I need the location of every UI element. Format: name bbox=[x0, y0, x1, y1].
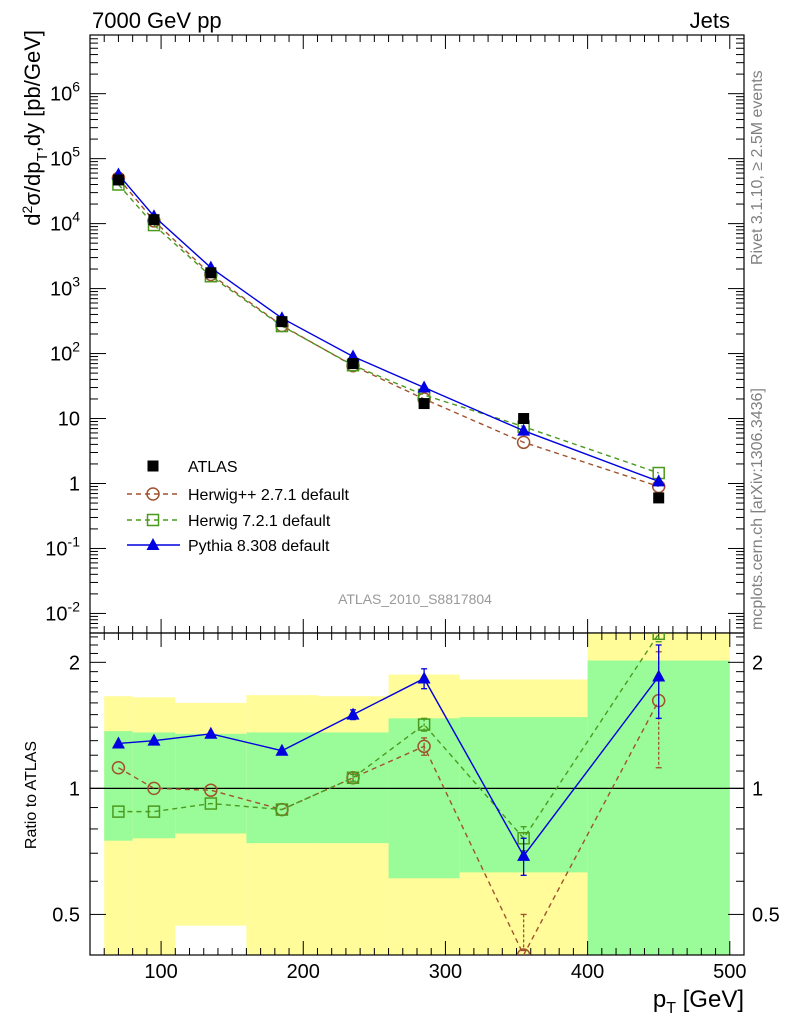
ratio-y-tick-label: 1 bbox=[69, 778, 80, 800]
ratio-data-point bbox=[275, 743, 289, 756]
legend-label: Herwig++ 2.7.1 default bbox=[188, 487, 350, 504]
ratio-series-line bbox=[118, 633, 660, 840]
y-tick-label: 10 bbox=[58, 409, 80, 431]
x-tick-label: 400 bbox=[571, 961, 604, 983]
y-tick-label: 103 bbox=[50, 274, 80, 301]
mcplots-label: mcplots.cern.ch [arXiv:1306.3436] bbox=[749, 388, 766, 630]
y-axis-label: d2σ/dpT,dy [pb/GeV] bbox=[19, 30, 51, 226]
ratio-data-point bbox=[517, 848, 531, 861]
data-point bbox=[347, 358, 359, 370]
ratio-data-point bbox=[516, 948, 531, 955]
x-axis-label: pT [GeV] bbox=[653, 986, 744, 1017]
x-tick-label: 500 bbox=[713, 961, 746, 983]
data-point bbox=[652, 474, 666, 487]
series-atlas bbox=[112, 174, 665, 504]
y-tick-label: 102 bbox=[50, 339, 80, 366]
legend-label: ATLAS bbox=[188, 459, 238, 476]
legend-marker bbox=[146, 513, 160, 527]
ratio-data-point bbox=[417, 671, 431, 684]
ratio-y-axis-label: Ratio to ATLAS bbox=[23, 741, 40, 849]
data-point bbox=[112, 174, 124, 186]
series-pythia-8-308-default bbox=[111, 167, 666, 487]
legend-marker bbox=[146, 487, 160, 501]
y-tick-label: 104 bbox=[50, 209, 80, 236]
data-point bbox=[418, 398, 430, 410]
series-herwig-7-2-1-default bbox=[112, 178, 665, 480]
ratio-data-point bbox=[652, 669, 666, 682]
ratio-data-point bbox=[275, 803, 289, 816]
x-tick-label: 300 bbox=[429, 961, 462, 983]
ratio-y-tick-label-right: 2 bbox=[752, 652, 763, 674]
series-line bbox=[117, 177, 659, 488]
ratio-data-point bbox=[147, 781, 161, 796]
series-line bbox=[117, 184, 659, 474]
ratio-data-point bbox=[112, 805, 125, 818]
data-point bbox=[517, 423, 531, 436]
ratio-data-point bbox=[204, 726, 218, 739]
stat-uncertainty-band bbox=[104, 731, 133, 841]
ratio-data-point bbox=[417, 718, 431, 731]
ratio-y-tick-label: 2 bbox=[69, 652, 80, 674]
stat-uncertainty-band bbox=[132, 732, 176, 839]
legend-marker bbox=[147, 460, 159, 472]
ratio-data-point bbox=[346, 707, 360, 720]
ratio-data-point bbox=[652, 633, 665, 641]
y-tick-label: 10-2 bbox=[45, 598, 80, 625]
legend-marker bbox=[146, 538, 160, 550]
header-left: 7000 GeV pp bbox=[92, 8, 222, 33]
y-tick-label: 10-1 bbox=[45, 533, 80, 560]
data-point bbox=[518, 413, 530, 425]
series-line bbox=[117, 174, 659, 482]
ratio-y-tick-label: 0.5 bbox=[52, 904, 80, 926]
ratio-y-tick-label-right: 1 bbox=[752, 778, 763, 800]
y-tick-label: 106 bbox=[50, 79, 80, 106]
ratio-data-point bbox=[147, 733, 161, 746]
legend-label: Pythia 8.308 default bbox=[188, 538, 330, 555]
data-point bbox=[516, 435, 531, 450]
series-herwig-2-7-1-default bbox=[111, 171, 666, 494]
y-tick-label: 105 bbox=[50, 144, 80, 171]
ratio-data-point bbox=[111, 736, 125, 749]
y-tick-label: 1 bbox=[69, 474, 80, 496]
rivet-label: Rivet 3.1.10, ≥ 2.5M events bbox=[749, 70, 766, 265]
ratio-y-tick-label-right: 0.5 bbox=[752, 904, 780, 926]
data-point bbox=[205, 267, 217, 279]
legend: ATLAS Herwig++ 2.7.1 default Herwig 7.2.1 … bbox=[127, 459, 350, 555]
ratio-plot-panel: 100 200 300 400 500 pT [GeV] 0.5 0.5 1 1 2 2 Ratio t… bbox=[23, 632, 780, 1017]
x-tick-label: 200 bbox=[287, 961, 320, 983]
ratio-series-line bbox=[118, 700, 660, 955]
ratio-data-point bbox=[346, 771, 360, 785]
legend-label: Herwig 7.2.1 default bbox=[188, 513, 331, 530]
data-point bbox=[653, 492, 665, 504]
stat-uncertainty-band bbox=[388, 718, 460, 879]
data-point bbox=[417, 380, 431, 393]
x-tick-label: 100 bbox=[144, 961, 177, 983]
data-point bbox=[148, 214, 160, 226]
ratio-data-point bbox=[204, 783, 218, 797]
data-point bbox=[276, 316, 288, 328]
ratio-series-line bbox=[118, 676, 660, 858]
ratio-data-point bbox=[204, 797, 218, 810]
ratio-data-point bbox=[147, 805, 161, 818]
analysis-label: ATLAS_2010_S8817804 bbox=[338, 591, 492, 607]
ratio-data-point bbox=[111, 761, 126, 775]
ratio-data-point bbox=[417, 739, 431, 754]
ratio-series-pythia-8-308-default bbox=[111, 644, 666, 876]
header-right: Jets bbox=[690, 8, 730, 33]
